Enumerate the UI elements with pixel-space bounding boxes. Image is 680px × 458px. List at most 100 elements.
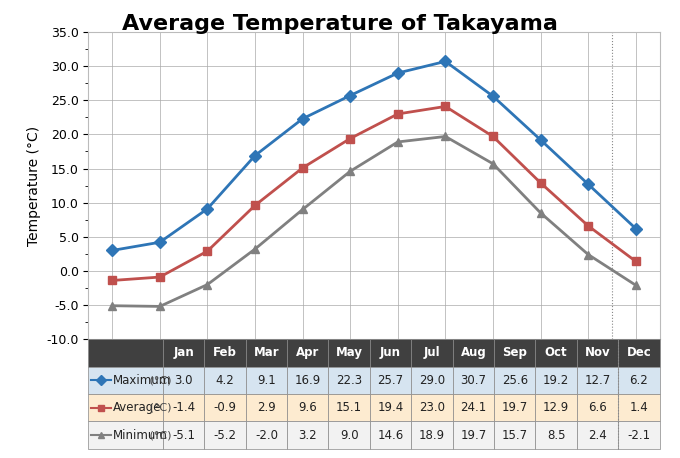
Text: -2.1: -2.1 [628,429,651,442]
FancyBboxPatch shape [163,421,204,449]
FancyBboxPatch shape [535,366,577,394]
Text: -0.9: -0.9 [214,401,237,414]
FancyBboxPatch shape [453,421,494,449]
Text: 15.7: 15.7 [502,429,528,442]
Text: Mar: Mar [254,346,279,360]
Text: 2.4: 2.4 [588,429,607,442]
FancyBboxPatch shape [245,339,287,366]
Text: Oct: Oct [545,346,567,360]
Text: Nov: Nov [585,346,611,360]
FancyBboxPatch shape [453,339,494,366]
Text: (°C): (°C) [146,430,171,440]
FancyBboxPatch shape [245,421,287,449]
FancyBboxPatch shape [88,394,163,421]
FancyBboxPatch shape [204,339,245,366]
Text: Aug: Aug [460,346,486,360]
FancyBboxPatch shape [535,394,577,421]
FancyBboxPatch shape [411,394,453,421]
Text: 29.0: 29.0 [419,374,445,387]
Text: 2.9: 2.9 [257,401,276,414]
Text: 19.7: 19.7 [460,429,486,442]
FancyBboxPatch shape [328,339,370,366]
Text: Average: Average [113,401,161,414]
Text: May: May [336,346,362,360]
FancyBboxPatch shape [287,421,328,449]
Text: 12.9: 12.9 [543,401,569,414]
FancyBboxPatch shape [494,366,535,394]
FancyBboxPatch shape [245,394,287,421]
FancyBboxPatch shape [494,394,535,421]
FancyBboxPatch shape [453,394,494,421]
FancyBboxPatch shape [618,421,660,449]
Text: -2.0: -2.0 [255,429,278,442]
Text: 25.7: 25.7 [377,374,404,387]
Text: 24.1: 24.1 [460,401,486,414]
Text: 4.2: 4.2 [216,374,235,387]
Text: 14.6: 14.6 [377,429,404,442]
FancyBboxPatch shape [618,339,660,366]
FancyBboxPatch shape [411,366,453,394]
Text: Sep: Sep [503,346,527,360]
FancyBboxPatch shape [370,421,411,449]
Text: 15.1: 15.1 [336,401,362,414]
Text: 9.0: 9.0 [340,429,358,442]
FancyBboxPatch shape [88,366,163,394]
FancyBboxPatch shape [287,339,328,366]
Text: -5.1: -5.1 [172,429,195,442]
Text: 9.1: 9.1 [257,374,276,387]
FancyBboxPatch shape [88,421,163,449]
Text: Dec: Dec [626,346,651,360]
FancyBboxPatch shape [328,366,370,394]
Text: 16.9: 16.9 [294,374,321,387]
Text: Apr: Apr [296,346,320,360]
Text: Feb: Feb [213,346,237,360]
Text: 1.4: 1.4 [630,401,648,414]
FancyBboxPatch shape [163,394,204,421]
FancyBboxPatch shape [577,339,618,366]
FancyBboxPatch shape [88,339,163,366]
Text: 19.2: 19.2 [543,374,569,387]
FancyBboxPatch shape [204,394,245,421]
FancyBboxPatch shape [245,366,287,394]
Text: 8.5: 8.5 [547,429,565,442]
Text: (°C): (°C) [146,375,171,385]
FancyBboxPatch shape [618,394,660,421]
Text: 22.3: 22.3 [336,374,362,387]
Y-axis label: Temperature (°C): Temperature (°C) [27,125,41,245]
Text: 23.0: 23.0 [419,401,445,414]
FancyBboxPatch shape [411,339,453,366]
Text: Maximum: Maximum [113,374,171,387]
Text: 30.7: 30.7 [460,374,486,387]
Text: (°C): (°C) [146,403,171,413]
Text: Jul: Jul [424,346,440,360]
Text: 19.7: 19.7 [502,401,528,414]
Text: -1.4: -1.4 [172,401,195,414]
Text: Jun: Jun [380,346,401,360]
FancyBboxPatch shape [618,366,660,394]
Text: 3.2: 3.2 [299,429,317,442]
FancyBboxPatch shape [535,339,577,366]
Text: 18.9: 18.9 [419,429,445,442]
Text: 9.6: 9.6 [299,401,317,414]
FancyBboxPatch shape [494,339,535,366]
Text: 12.7: 12.7 [584,374,611,387]
FancyBboxPatch shape [370,394,411,421]
FancyBboxPatch shape [204,366,245,394]
FancyBboxPatch shape [577,421,618,449]
Text: 6.6: 6.6 [588,401,607,414]
Text: 6.2: 6.2 [630,374,648,387]
FancyBboxPatch shape [370,339,411,366]
FancyBboxPatch shape [204,421,245,449]
FancyBboxPatch shape [370,366,411,394]
Text: 19.4: 19.4 [377,401,404,414]
FancyBboxPatch shape [494,421,535,449]
FancyBboxPatch shape [328,394,370,421]
Text: Average Temperature of Takayama: Average Temperature of Takayama [122,14,558,34]
Text: -5.2: -5.2 [214,429,237,442]
FancyBboxPatch shape [411,421,453,449]
Text: 25.6: 25.6 [502,374,528,387]
FancyBboxPatch shape [287,394,328,421]
FancyBboxPatch shape [453,366,494,394]
Text: Minimum: Minimum [113,429,168,442]
Text: 3.0: 3.0 [174,374,193,387]
